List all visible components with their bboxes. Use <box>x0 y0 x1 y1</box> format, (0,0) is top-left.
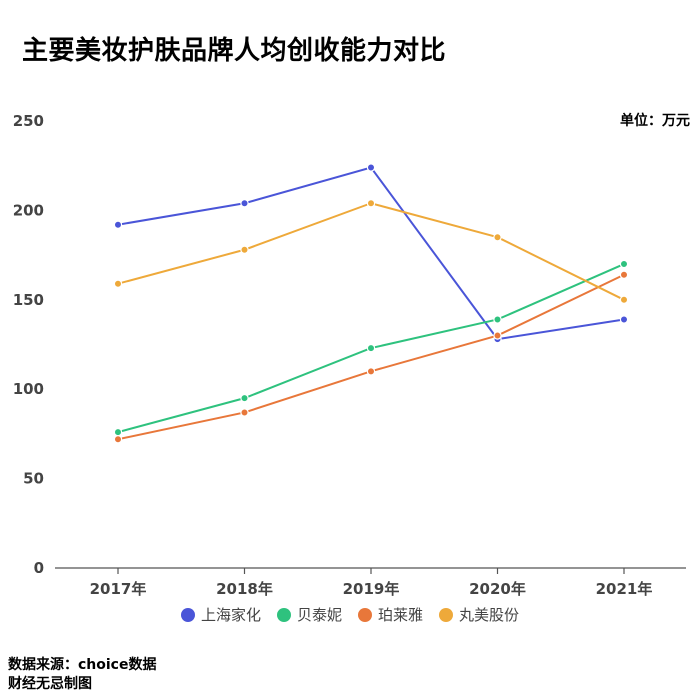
data-point <box>619 270 629 279</box>
y-tick-label: 150 <box>13 291 44 309</box>
chart-title: 主要美妆护肤品牌人均创收能力对比 <box>22 36 447 66</box>
y-tick-label: 250 <box>13 112 44 130</box>
series-line <box>117 202 625 301</box>
data-point <box>240 393 249 403</box>
source-note: 数据来源：choice数据 财经无忌制图 <box>8 656 156 694</box>
legend-label: 丸美股份 <box>459 606 520 624</box>
legend-swatch <box>358 607 372 622</box>
series-line <box>117 166 625 341</box>
series-line <box>117 273 625 441</box>
data-point <box>366 199 376 208</box>
legend-label: 上海家化 <box>200 606 261 624</box>
x-tick-label: 2020年 <box>469 580 526 598</box>
y-tick-label: 200 <box>13 201 44 219</box>
x-tick-label: 2018年 <box>216 580 273 598</box>
data-point <box>493 315 502 324</box>
y-tick-label: 0 <box>34 559 44 577</box>
data-point <box>493 331 502 340</box>
data-point <box>366 367 376 376</box>
data-point <box>240 199 249 208</box>
legend-swatch <box>276 607 291 622</box>
legend-label: 珀莱雅 <box>378 606 424 624</box>
source-line-2: 财经无忌制图 <box>8 676 92 692</box>
data-point <box>240 245 249 254</box>
data-point <box>366 343 376 353</box>
legend-label: 贝泰妮 <box>296 606 342 624</box>
source-line-1: 数据来源：choice数据 <box>8 657 157 673</box>
legend-item: 珀莱雅 <box>358 604 423 625</box>
data-point <box>366 163 376 172</box>
x-tick-label: 2019年 <box>343 580 400 598</box>
data-point <box>619 315 629 324</box>
data-point <box>113 279 123 288</box>
data-point <box>113 427 123 437</box>
data-point <box>113 220 123 229</box>
data-point <box>240 408 249 417</box>
legend-item: 上海家化 <box>180 604 261 625</box>
legend: 上海家化 贝泰妮 珀莱雅 丸美股份 <box>0 604 700 626</box>
legend-swatch <box>180 607 195 622</box>
x-tick-label: 2021年 <box>596 580 653 598</box>
y-tick-label: 100 <box>13 380 44 398</box>
unit-label: 单位：万元 <box>620 113 690 129</box>
data-point <box>619 259 629 269</box>
y-tick-label: 50 <box>23 470 44 488</box>
data-point <box>493 233 502 242</box>
legend-item: 贝泰妮 <box>276 604 342 625</box>
data-point <box>113 435 123 444</box>
legend-swatch <box>439 607 454 622</box>
legend-item: 丸美股份 <box>439 604 519 625</box>
x-tick-label: 2017年 <box>90 580 147 598</box>
data-point <box>619 295 629 304</box>
